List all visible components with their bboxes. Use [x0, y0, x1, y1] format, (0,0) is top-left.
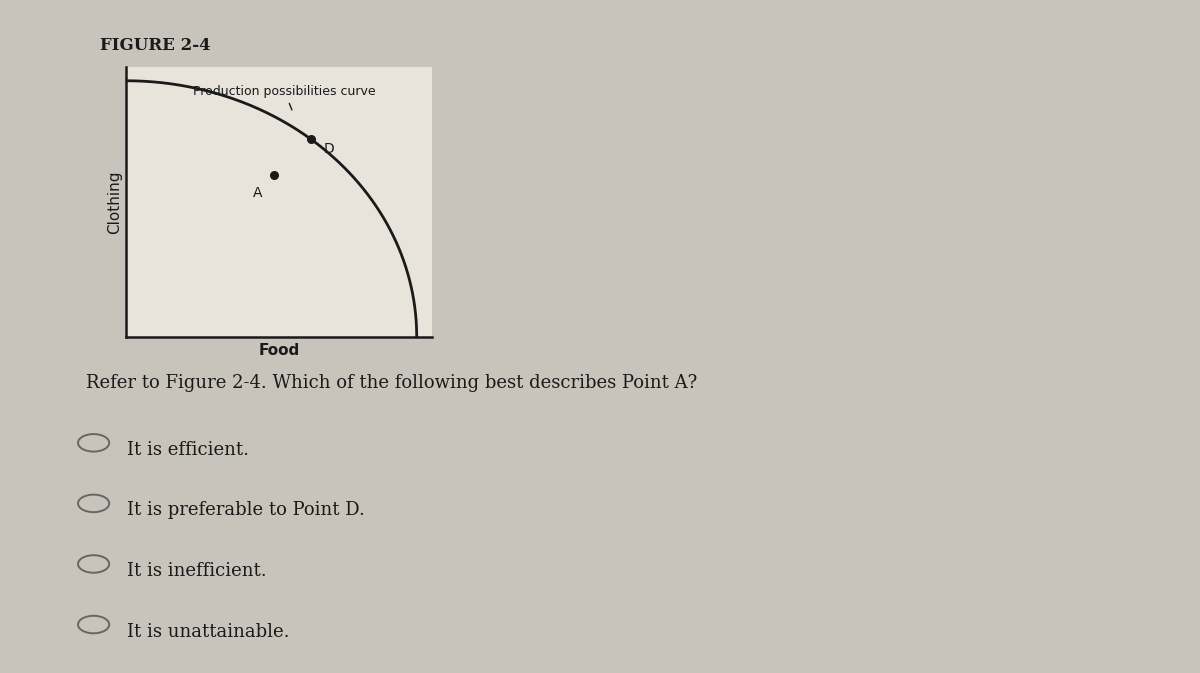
- X-axis label: Food: Food: [258, 343, 300, 359]
- Text: Production possibilities curve: Production possibilities curve: [193, 85, 376, 110]
- Text: It is inefficient.: It is inefficient.: [127, 562, 266, 580]
- Text: It is preferable to Point D.: It is preferable to Point D.: [127, 501, 365, 520]
- Text: It is unattainable.: It is unattainable.: [127, 623, 289, 641]
- Text: D: D: [324, 142, 335, 156]
- Text: Refer to Figure 2-4. Which of the following best describes Point A?: Refer to Figure 2-4. Which of the follow…: [86, 374, 697, 392]
- Y-axis label: Clothing: Clothing: [107, 170, 122, 234]
- Text: A: A: [253, 186, 263, 200]
- Text: FIGURE 2-4: FIGURE 2-4: [100, 37, 210, 54]
- Text: It is efficient.: It is efficient.: [127, 441, 250, 459]
